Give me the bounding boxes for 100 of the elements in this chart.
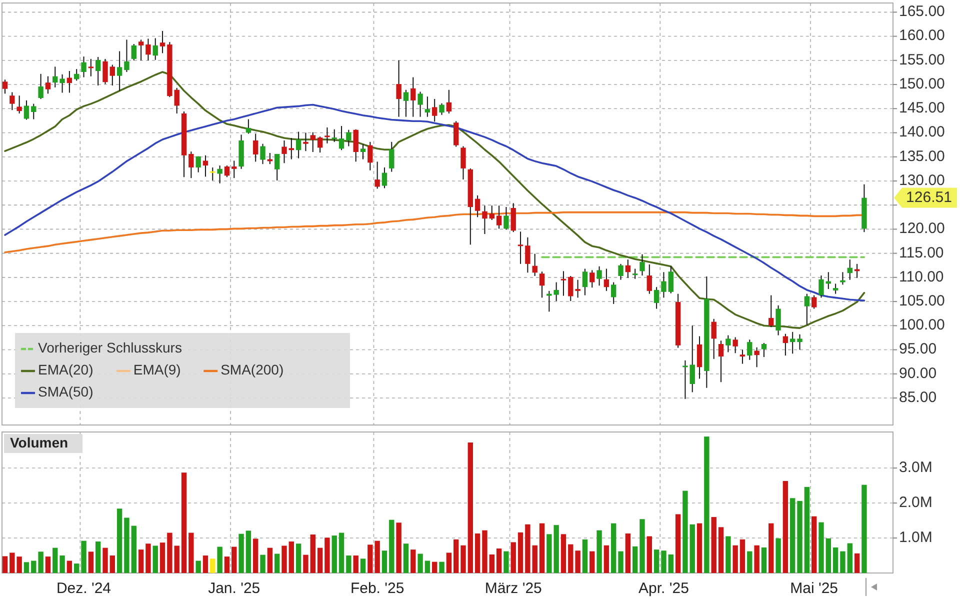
y-tick-label: 140.00 <box>899 124 945 141</box>
bar <box>854 553 860 573</box>
bar <box>754 545 760 573</box>
bar <box>640 519 645 573</box>
legend-label: Vorheriger Schlusskurs <box>38 340 182 356</box>
bar <box>596 530 602 573</box>
candlestick <box>10 92 15 111</box>
legend-label: EMA(20) <box>38 362 94 378</box>
bar <box>611 523 616 573</box>
bar <box>353 556 358 573</box>
bar <box>338 532 344 573</box>
candlestick <box>332 128 337 142</box>
bar <box>696 523 702 573</box>
candlestick <box>539 271 545 298</box>
candlestick <box>224 165 230 178</box>
bar <box>152 546 158 573</box>
bar <box>560 534 566 573</box>
x-tick-label: März '25 <box>484 580 542 597</box>
candlestick <box>740 349 746 364</box>
candlestick <box>504 206 509 230</box>
candlestick <box>460 146 466 180</box>
candlestick <box>560 270 566 296</box>
candlestick <box>217 165 222 184</box>
candlestick <box>396 60 402 118</box>
bar <box>510 542 516 573</box>
bar <box>711 517 716 573</box>
candlestick <box>575 279 580 298</box>
bar <box>160 542 166 573</box>
bar <box>646 536 652 573</box>
candlestick <box>711 318 716 360</box>
bar <box>625 533 631 573</box>
candlestick <box>761 342 767 358</box>
bar <box>202 556 208 573</box>
bar <box>840 551 846 573</box>
candlestick <box>668 266 674 294</box>
y-tick-label: 135.00 <box>899 148 945 165</box>
candlestick <box>196 156 201 173</box>
candlestick <box>110 64 115 86</box>
candlestick <box>747 339 752 360</box>
candlestick <box>782 333 788 356</box>
candlestick <box>116 50 122 92</box>
candlestick <box>38 73 44 100</box>
y-tick-label: 130.00 <box>899 172 945 189</box>
candlestick <box>403 89 409 118</box>
x-tick-label: Mai '25 <box>790 580 838 597</box>
candlestick <box>654 286 660 310</box>
bar <box>582 539 588 573</box>
bar <box>88 552 94 573</box>
bar <box>847 543 852 573</box>
candlestick <box>518 231 524 264</box>
candlestick <box>682 360 688 400</box>
bar <box>726 536 731 573</box>
candlestick <box>60 74 65 94</box>
bar <box>732 545 738 573</box>
candlestick <box>590 270 595 288</box>
bar <box>690 524 695 573</box>
candlestick <box>496 205 502 230</box>
line-series <box>4 71 866 329</box>
bar <box>196 560 201 573</box>
candlestick <box>410 76 416 118</box>
bar <box>124 518 130 573</box>
bar <box>74 564 80 573</box>
bar <box>317 548 323 573</box>
bar <box>489 554 494 573</box>
x-tick-label: Dez. '24 <box>56 580 112 597</box>
candlestick <box>611 282 616 304</box>
candlestick <box>818 274 824 298</box>
bar <box>453 539 459 573</box>
candlestick <box>188 151 194 179</box>
bar <box>618 551 624 573</box>
bar <box>410 550 416 573</box>
bar <box>474 533 480 573</box>
chart-title: Volumen <box>10 434 68 451</box>
bar <box>439 562 444 573</box>
bar <box>768 523 774 573</box>
candlestick <box>768 294 774 328</box>
y-tick-label: 150.00 <box>899 75 945 92</box>
bar <box>632 546 638 573</box>
candlestick <box>389 141 394 172</box>
y-tick-label: 110.00 <box>899 268 944 286</box>
bar <box>496 548 502 573</box>
candlestick <box>74 68 80 82</box>
candlestick <box>510 202 516 233</box>
y-tick-label: 115.00 <box>899 244 944 262</box>
line-series <box>4 104 866 302</box>
bar <box>238 534 244 573</box>
y-tick-label: 95.00 <box>899 340 937 358</box>
text: 126.51 <box>906 188 952 206</box>
y-tick-label: 145.00 <box>899 100 945 117</box>
candlestick <box>102 58 108 85</box>
bar <box>303 554 308 573</box>
bar <box>217 546 222 573</box>
x-tick-label: Jan. '25 <box>208 580 260 597</box>
candlestick <box>832 283 838 294</box>
legend-label: SMA(200) <box>220 362 284 378</box>
candlestick <box>95 56 101 86</box>
bar <box>66 560 72 573</box>
candlestick <box>24 100 30 120</box>
bar <box>282 546 287 573</box>
candlestick <box>146 38 151 61</box>
